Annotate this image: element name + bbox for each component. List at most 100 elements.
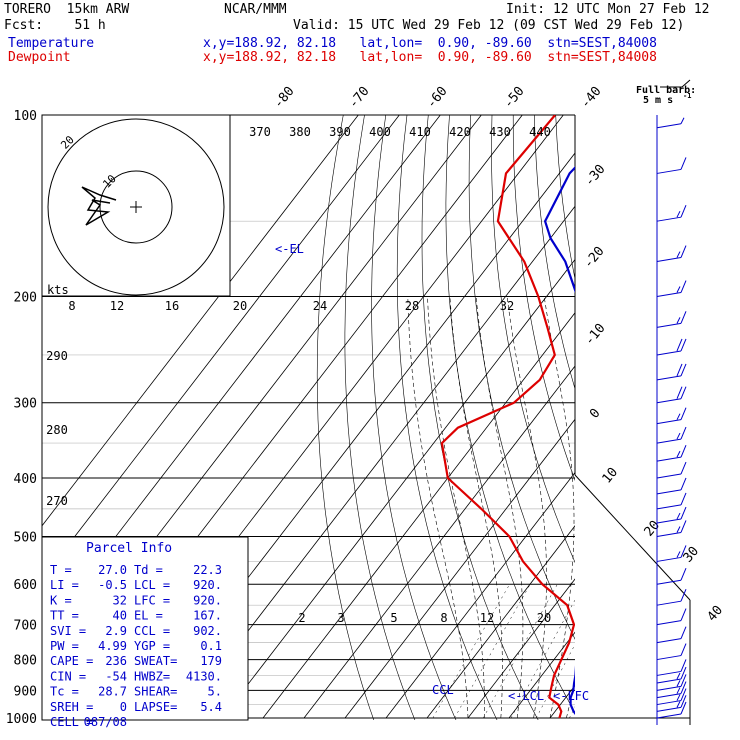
wind-barb — [656, 568, 687, 585]
wind-barb — [656, 545, 687, 562]
isotherm-label: 10 — [600, 465, 622, 487]
ccl-marker: CCL — [432, 683, 454, 697]
source-label: NCAR/MMM — [224, 2, 287, 17]
wind-barb — [656, 688, 687, 706]
parcel-key: HWBZ= — [134, 669, 170, 683]
isotherm-label: 30 — [681, 544, 703, 566]
isotherm-50 — [673, 115, 740, 718]
theta-e-label: 410 — [409, 125, 431, 139]
isotherm-label: -40 — [578, 84, 605, 112]
isotherm-label: -60 — [424, 84, 451, 112]
forecast-hour: Fcst: 51 h — [4, 18, 106, 33]
wind-barb — [656, 666, 687, 684]
theta-e-label: 420 — [449, 125, 471, 139]
pressure-label: 200 — [14, 291, 37, 306]
wind-barb — [656, 407, 687, 425]
parcel-value: -0.5 — [98, 578, 127, 592]
parcel-key: TT = — [50, 609, 79, 623]
isotherm-label: -50 — [501, 84, 528, 112]
isotherm-30 — [591, 115, 740, 718]
parcel-key: LFC = — [134, 593, 170, 607]
parcel-value: 22.3 — [193, 563, 222, 577]
parcel-key: CCL = — [134, 624, 170, 638]
pressure-label: 600 — [14, 578, 37, 593]
parcel-key: CAPE = — [50, 654, 93, 668]
frame-diag — [574, 474, 691, 601]
moist-adiabat-0 — [407, 296, 469, 719]
dry-adiabat-400 — [662, 115, 740, 731]
isotherm--140 — [42, 115, 359, 527]
hodo-speed-label: 20 — [233, 299, 247, 313]
moist-adiabat-28 — [583, 297, 645, 719]
pressure-label: 100 — [14, 109, 37, 124]
parcel-key: K = — [50, 593, 72, 607]
parcel-key: SREH = — [50, 700, 93, 714]
wind-barb — [656, 626, 687, 644]
wind-barb — [656, 426, 687, 444]
dry-adiabat-260 — [344, 115, 416, 720]
hodo-speed-label: 12 — [110, 299, 124, 313]
parcel-key: YGP = — [134, 639, 170, 653]
isotherm-label: -20 — [581, 244, 608, 272]
hodo-ring-outer — [47, 118, 225, 296]
isotherm--30 — [344, 418, 575, 719]
wind-barb — [656, 659, 687, 676]
el-marker: <-EL — [275, 242, 304, 256]
wind-barb — [656, 608, 687, 626]
parcel-value: 087/08 — [84, 715, 127, 729]
wind-barb — [656, 506, 687, 524]
moist-adiabat-36 — [616, 297, 738, 719]
isotherm-0 — [467, 578, 575, 719]
isotherm--20 — [385, 471, 575, 719]
dry-adiabat-270 — [371, 115, 457, 720]
parcel-value: 167. — [193, 609, 222, 623]
mixing-ratio-label: 12 — [480, 611, 494, 625]
wind-barb — [656, 245, 687, 263]
parcel-key: PW = — [50, 639, 79, 653]
wind-barb — [656, 311, 687, 328]
mixing-ratio-label: 2 — [298, 611, 305, 625]
moist-adiabat-8 — [449, 296, 503, 719]
full-barb-speed: 5 m s — [643, 95, 673, 106]
dry-adiabat-360 — [577, 115, 740, 731]
parcel-value: 902. — [193, 624, 222, 638]
wind-barb — [656, 674, 687, 691]
isotherm--40 — [303, 365, 575, 719]
pressure-label: 700 — [14, 619, 37, 634]
hodo-ring-inner — [99, 170, 173, 244]
wind-barb — [656, 204, 687, 222]
theta-e-label: 440 — [529, 125, 551, 139]
parcel-key: SWEAT= — [134, 654, 177, 668]
temperature-legend: Temperature — [8, 36, 95, 51]
wind-barb — [656, 280, 687, 298]
isotherm--130 — [42, 115, 400, 580]
theta-label: 270 — [46, 494, 68, 508]
wind-barb — [656, 117, 685, 129]
parcel-value: 5. — [208, 685, 222, 699]
isotherm-label: -30 — [582, 162, 609, 190]
hodo-speed-label: 8 — [68, 299, 75, 313]
lcl-marker: <-LCL — [508, 689, 544, 703]
hodo-speed-label: 24 — [313, 299, 327, 313]
parcel-value: 4130. — [186, 669, 222, 683]
isotherm-10 — [508, 631, 575, 719]
moist-adiabat-12 — [475, 296, 524, 719]
parcel-key: T = — [50, 563, 72, 577]
dry-adiabat-410 — [683, 115, 740, 731]
parcel-value: 0 — [120, 700, 127, 714]
mixing-ratio-label: 3 — [337, 611, 344, 625]
pressure-label: 400 — [14, 472, 37, 487]
parcel-value: 5.4 — [200, 700, 222, 714]
lfc-marker: <-LFC — [553, 689, 589, 703]
theta-label: 280 — [46, 423, 68, 437]
wind-barb — [656, 681, 687, 699]
moist-adiabat-32 — [599, 297, 692, 719]
hodo-trace — [81, 186, 117, 226]
parcel-key: LI = — [50, 578, 79, 592]
parcel-value: 28.7 — [98, 685, 127, 699]
dry-adiabat-430 — [726, 115, 740, 731]
mixing-ratio-label: 5 — [390, 611, 397, 625]
hodo-units: kts — [47, 283, 69, 297]
isotherm-label: -70 — [346, 84, 373, 112]
